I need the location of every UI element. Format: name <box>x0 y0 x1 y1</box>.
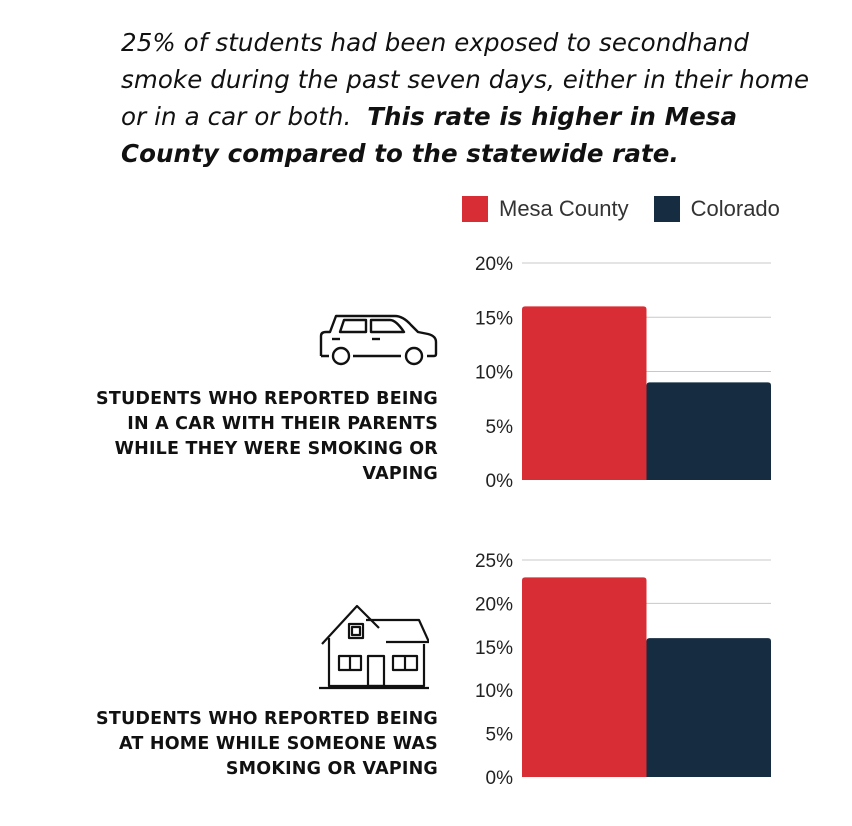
y-tick-label: 20% <box>475 254 513 275</box>
y-tick-label: 15% <box>475 638 513 659</box>
y-tick-label: 25% <box>475 551 513 572</box>
bar-mesa-county <box>522 306 647 480</box>
y-tick-label: 20% <box>475 594 513 615</box>
legend-label-colorado: Colorado <box>690 196 780 221</box>
intro-text: 25% of students had been exposed to seco… <box>121 24 821 172</box>
y-tick-label: 10% <box>475 363 513 384</box>
y-tick-label: 10% <box>475 681 513 702</box>
bar-colorado <box>646 638 771 777</box>
y-tick-label: 0% <box>486 768 514 789</box>
y-tick-label: 5% <box>486 417 514 438</box>
legend-item-mesa-county: Mesa County <box>462 196 629 222</box>
intro-emphasis: This rate is higher in Mesa County compa… <box>121 102 738 168</box>
car-exposure-chart-svg: 0% 5% 10% 15% 20% <box>475 254 771 492</box>
house-icon <box>319 604 429 690</box>
home-exposure-chart-svg: 0% 5% 10% 15% 20% 25% <box>475 551 771 789</box>
bar-mesa-county <box>522 577 647 777</box>
y-tick-label: 15% <box>475 308 513 329</box>
legend: Mesa County Colorado <box>462 196 780 222</box>
car-icon <box>319 314 438 366</box>
car-exposure-chart: 0% 5% 10% 15% 20% <box>455 248 785 500</box>
legend-label-mesa-county: Mesa County <box>499 196 629 221</box>
y-tick-label: 5% <box>486 725 514 746</box>
home-exposure-chart: 0% 5% 10% 15% 20% 25% <box>455 545 785 797</box>
intro-sentence: 25% of students had been exposed to seco… <box>121 28 810 131</box>
legend-swatch-mesa-county <box>462 196 488 222</box>
chart-1-label: STUDENTS WHO REPORTED BEING IN A CAR WIT… <box>96 389 438 484</box>
chart-2-label: STUDENTS WHO REPORTED BEING AT HOME WHIL… <box>96 709 438 779</box>
legend-swatch-colorado <box>653 196 680 222</box>
bar-colorado <box>646 382 771 480</box>
y-tick-label: 0% <box>486 471 514 492</box>
legend-item-colorado: Colorado <box>653 196 780 222</box>
